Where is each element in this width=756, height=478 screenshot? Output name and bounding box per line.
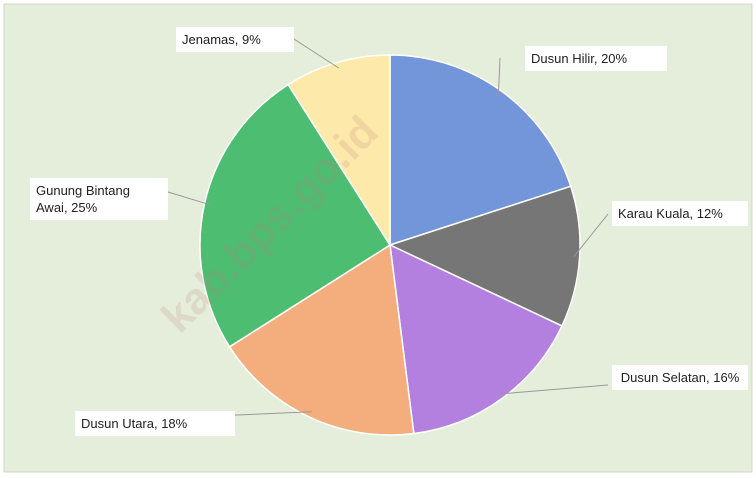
leader-line <box>167 191 211 206</box>
pie-slice <box>287 54 391 248</box>
data-label: Gunung Bintang Awai, 25% <box>30 178 168 220</box>
data-label: Dusun Hilir, 20% <box>525 46 667 71</box>
leader-line <box>573 213 609 257</box>
pie-slice <box>387 185 581 327</box>
leader-line <box>293 38 339 69</box>
leader-line <box>497 57 501 96</box>
data-label: Dusun Selatan, 16% <box>612 365 748 390</box>
pie-slice <box>228 243 415 436</box>
data-label: Karau Kuala, 12% <box>612 201 748 226</box>
leader-line <box>498 384 609 395</box>
pie-slice <box>389 243 563 435</box>
data-label: Dusun Utara, 18% <box>75 411 235 436</box>
pie-slice <box>389 54 572 247</box>
data-label: Jenamas, 9% <box>176 27 294 52</box>
